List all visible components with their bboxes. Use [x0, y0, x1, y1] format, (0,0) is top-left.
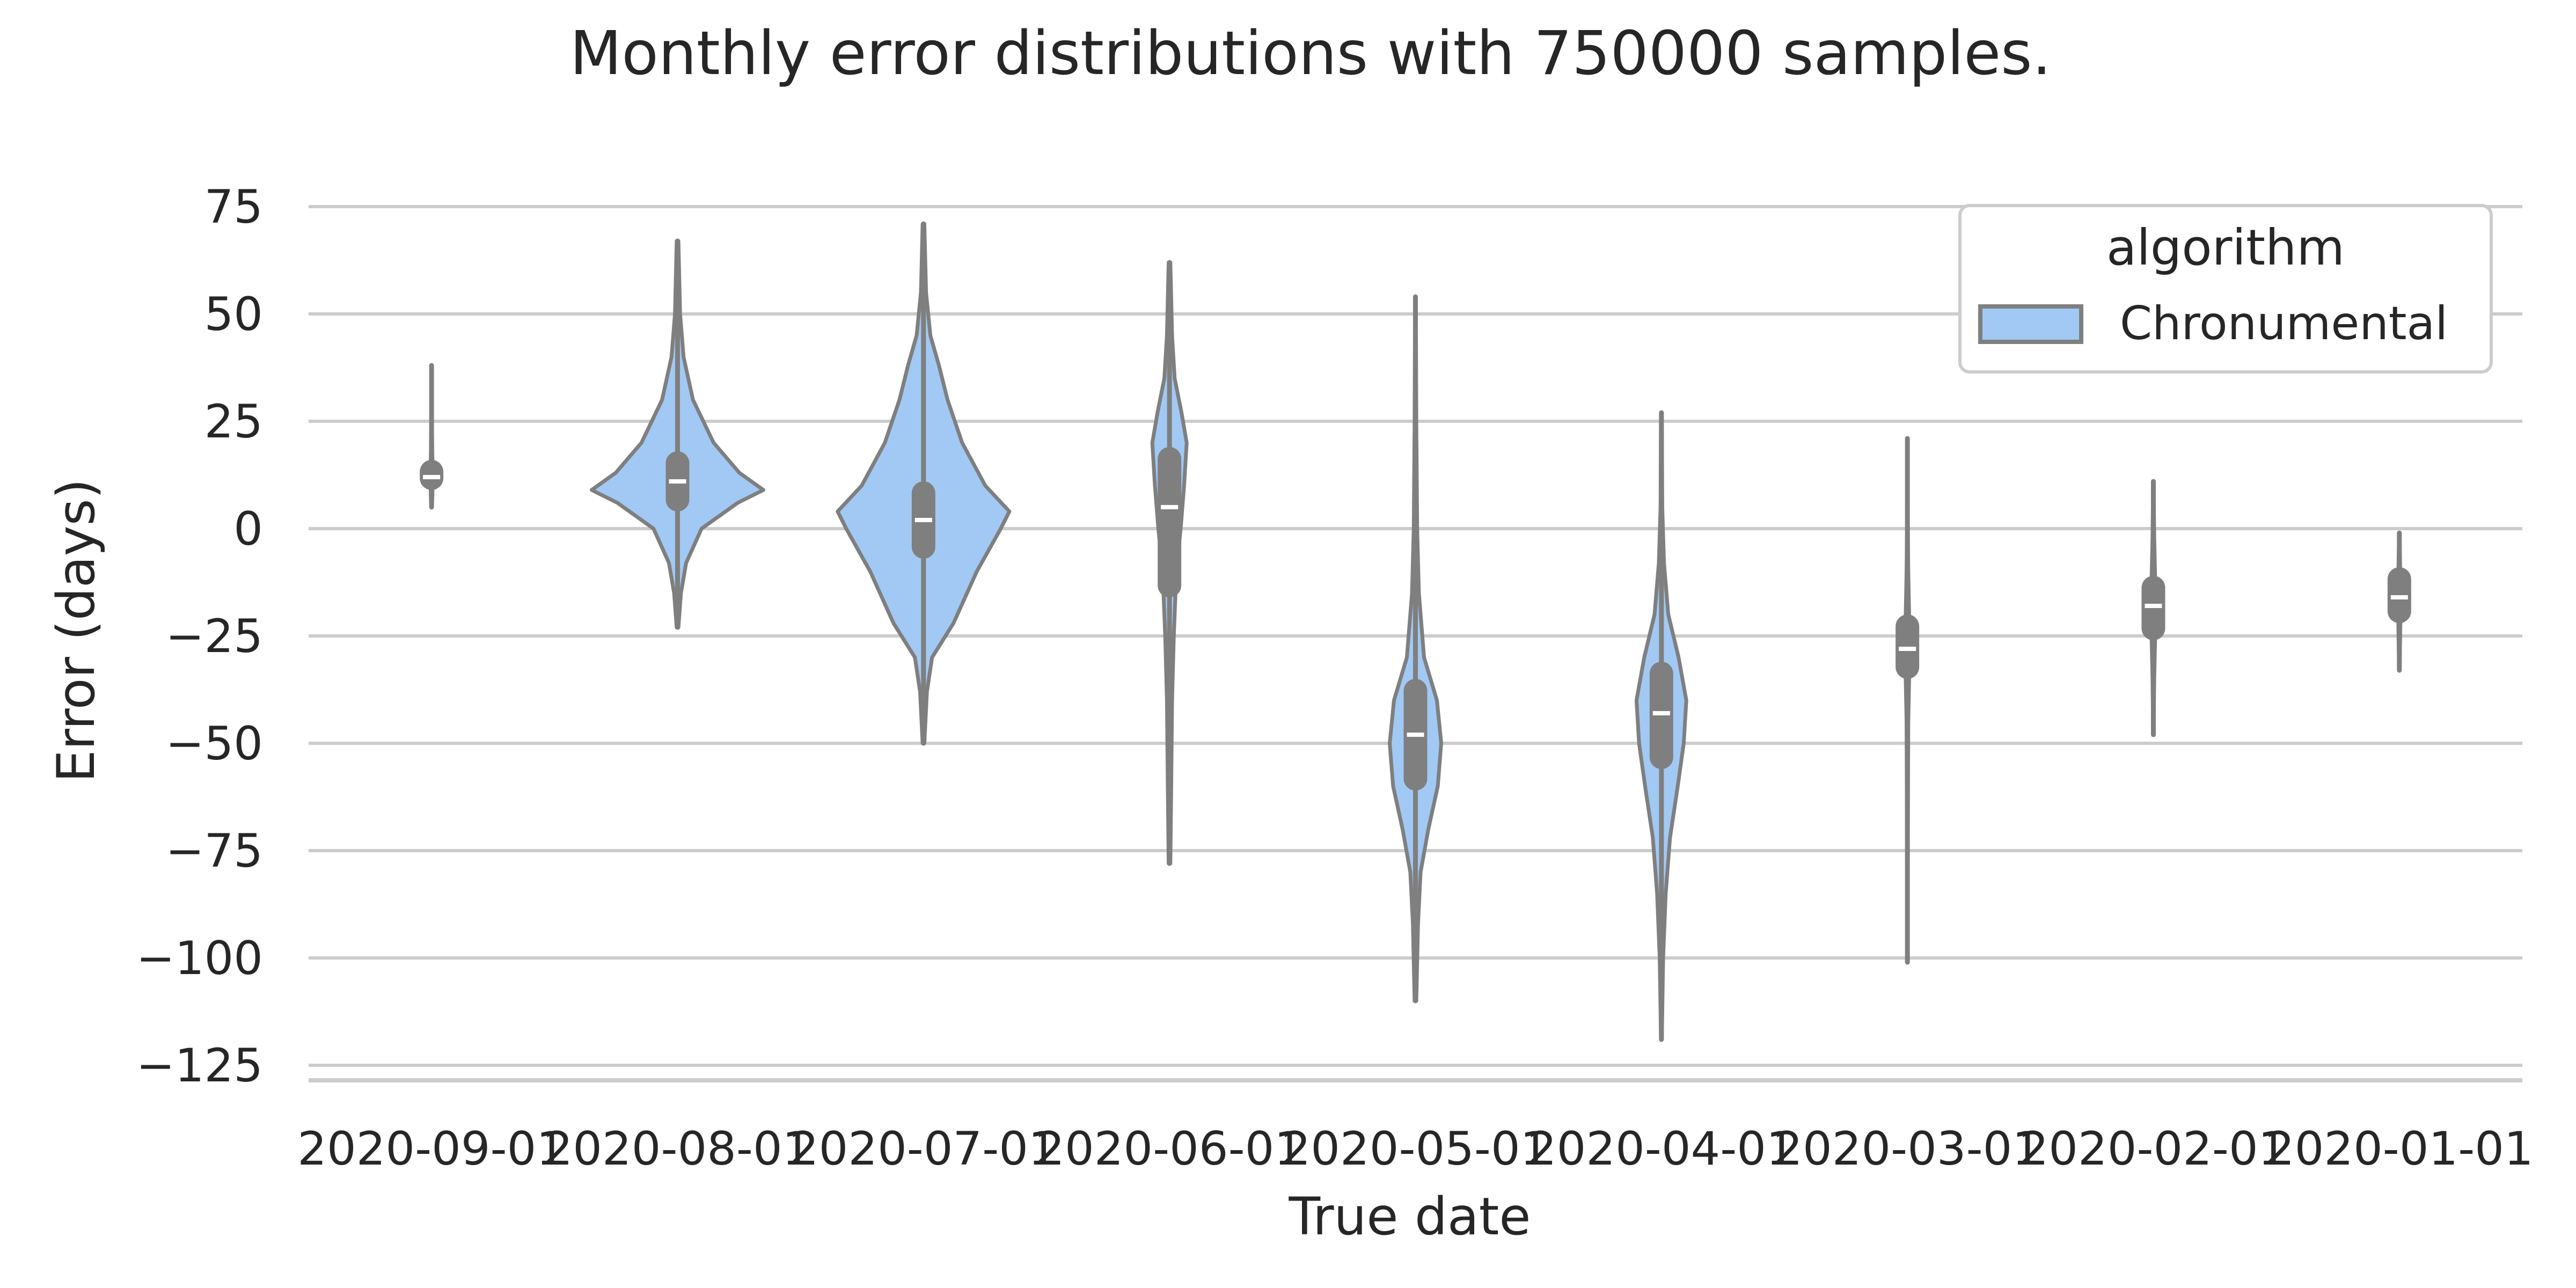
x-tick-labels: 2020-09-012020-08-012020-07-012020-06-01…	[297, 1122, 2533, 1176]
x-tick-label: 2020-04-01	[1527, 1122, 1796, 1176]
legend: algorithm Chronumental	[1958, 204, 2493, 374]
x-tick-label: 2020-07-01	[789, 1122, 1058, 1176]
x-tick-label: 2020-03-01	[1773, 1122, 2041, 1176]
violin-2020-06-01	[1150, 260, 1189, 866]
y-tick-label: −75	[166, 824, 264, 878]
legend-title: algorithm	[2106, 219, 2345, 276]
x-tick-label: 2020-05-01	[1282, 1122, 1550, 1176]
x-tick-label: 2020-08-01	[544, 1122, 812, 1176]
x-axis-label: True date	[1289, 1187, 1531, 1247]
y-tick-label: 50	[204, 288, 263, 341]
y-tick-label: 25	[204, 395, 263, 449]
x-tick-label: 2020-09-01	[297, 1122, 566, 1176]
violin-2020-07-01	[836, 221, 1012, 746]
violin-2020-04-01	[1634, 410, 1688, 1042]
legend-swatch	[1978, 304, 2083, 344]
chart-title: Monthly error distributions with 750000 …	[570, 19, 2052, 89]
y-tick-label: 0	[233, 502, 263, 556]
violins	[420, 221, 2411, 1042]
violin-iqr-box	[1158, 447, 1182, 597]
legend-frame	[1958, 204, 2493, 374]
legend-entry-chronumental: Chronumental	[2120, 297, 2448, 350]
violin-2020-05-01	[1388, 294, 1443, 1004]
violin-2020-01-01	[2387, 530, 2411, 673]
y-tick-label: −25	[166, 610, 264, 663]
y-tick-label: −50	[166, 717, 264, 771]
y-tick-label: 75	[204, 180, 263, 234]
x-tick-label: 2020-02-01	[2019, 1122, 2288, 1176]
x-tick-label: 2020-06-01	[1035, 1122, 1304, 1176]
y-tick-labels: 75 50 25 0 −25 −50 −75 −100 −125	[136, 180, 263, 1093]
x-tick-label: 2020-01-01	[2265, 1122, 2534, 1176]
violin-2020-03-01	[1896, 436, 1920, 965]
violin-2020-02-01	[2141, 479, 2165, 737]
y-axis-label: Error (days)	[46, 479, 106, 782]
y-tick-label: −125	[136, 1039, 263, 1093]
violin-2020-08-01	[590, 238, 765, 630]
violin-2020-09-01	[420, 363, 444, 510]
y-tick-label: −100	[136, 932, 263, 985]
